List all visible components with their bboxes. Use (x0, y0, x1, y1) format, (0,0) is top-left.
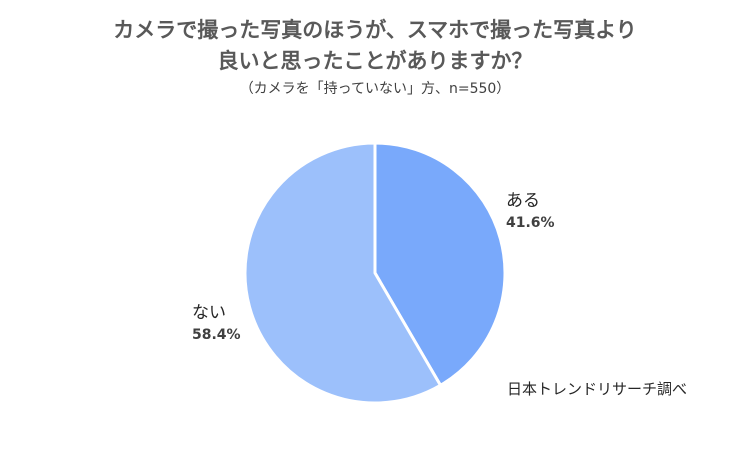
slice-percent-nai: 58.4% (192, 327, 241, 343)
slice-label-nai: ない 58.4% (192, 298, 241, 343)
chart-subtitle: （カメラを「持っていない」方、n=550） (239, 81, 511, 97)
source-note: 日本トレンドリサーチ調べ (507, 380, 688, 398)
chart-title-line-2: 良いと思ったことがありますか？ (217, 49, 533, 73)
pie-slice-nai (243, 141, 442, 405)
pie-slice-aru (373, 141, 507, 387)
pie-slices (243, 141, 507, 405)
slice-label-aru: ある 41.6% (506, 186, 555, 231)
slice-percent-aru: 41.6% (506, 215, 555, 231)
chart-title-line-1: カメラで撮った写真のほうが、スマホで撮った写真より (113, 18, 637, 42)
slice-name-nai: ない (192, 303, 226, 323)
slice-name-aru: ある (506, 191, 540, 211)
